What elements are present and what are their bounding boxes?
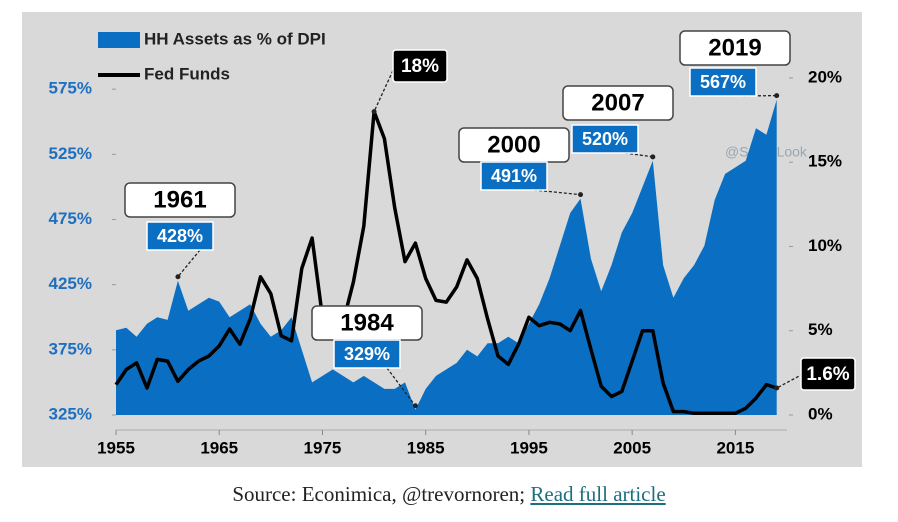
annotation-year-box — [562, 85, 674, 121]
annotation-point — [578, 192, 584, 198]
caption-text: Source: Econimica, @trevornoren; — [232, 482, 526, 506]
annotation-value-box — [392, 49, 448, 83]
annotation-arrow — [386, 367, 416, 407]
line-series — [114, 109, 778, 416]
annotation-value: 520% — [582, 129, 628, 149]
y2-tick-label: 15% — [808, 152, 842, 171]
annotation-point — [650, 154, 656, 160]
annotation-year-box — [679, 30, 791, 66]
annotation-point — [774, 385, 780, 391]
y-tick-label: 475% — [49, 209, 92, 228]
annotation-value-box — [689, 67, 757, 97]
annotation-value: 491% — [491, 166, 537, 186]
annotation-point — [412, 403, 418, 409]
annotation-year: 1961 — [153, 186, 206, 213]
annotation-value: 428% — [157, 226, 203, 246]
legend-swatch — [98, 32, 140, 48]
x-tick-label: 1965 — [200, 438, 238, 457]
annotation-arrow — [177, 249, 201, 278]
y-tick-label: 575% — [49, 79, 92, 98]
y2-tick-label: 0% — [808, 404, 833, 423]
annotation-value: 1.6% — [806, 364, 849, 385]
annotation-point — [774, 93, 780, 99]
annotation-year-box — [124, 182, 236, 218]
annotation-value: 567% — [700, 72, 746, 92]
y-tick-label: 375% — [49, 339, 92, 358]
annotation-value: 18% — [401, 56, 439, 77]
x-tick-label: 2015 — [716, 438, 754, 457]
annotation-year: 2007 — [591, 89, 644, 116]
annotation-value-box — [333, 339, 401, 369]
annotation-value-box — [800, 357, 856, 391]
annotation-year: 2000 — [487, 131, 540, 158]
y2-tick-label: 5% — [808, 320, 833, 339]
annotation-point — [371, 109, 377, 115]
read-article-link[interactable]: Read full article — [530, 482, 666, 506]
caption: Source: Econimica, @trevornoren; Read fu… — [0, 482, 898, 507]
annotation-point — [175, 274, 181, 280]
legend-label: Fed Funds — [144, 64, 230, 83]
y-tick-label: 325% — [49, 404, 92, 423]
annotation-value: 329% — [344, 344, 390, 364]
x-tick-label: 1985 — [407, 438, 445, 457]
annotation-arrow — [533, 189, 581, 196]
annotation-value-box — [571, 124, 639, 154]
annotation-year: 1984 — [340, 309, 394, 336]
chart: @SoberLook325%375%425%475%525%575%0%5%10… — [22, 12, 862, 467]
x-tick-label: 1975 — [304, 438, 342, 457]
y-tick-label: 525% — [49, 144, 92, 163]
annotation-value-box — [146, 221, 214, 251]
annotation-arrow — [373, 65, 396, 112]
y2-tick-label: 10% — [808, 236, 842, 255]
legend-label: HH Assets as % of DPI — [144, 29, 326, 48]
x-tick-label: 1995 — [510, 438, 548, 457]
x-tick-label: 2005 — [613, 438, 651, 457]
y2-tick-label: 20% — [808, 67, 842, 86]
annotation-year: 2019 — [708, 34, 761, 61]
y-tick-label: 425% — [49, 274, 92, 293]
annotation-value-box — [480, 161, 548, 191]
x-tick-label: 1955 — [97, 438, 135, 457]
